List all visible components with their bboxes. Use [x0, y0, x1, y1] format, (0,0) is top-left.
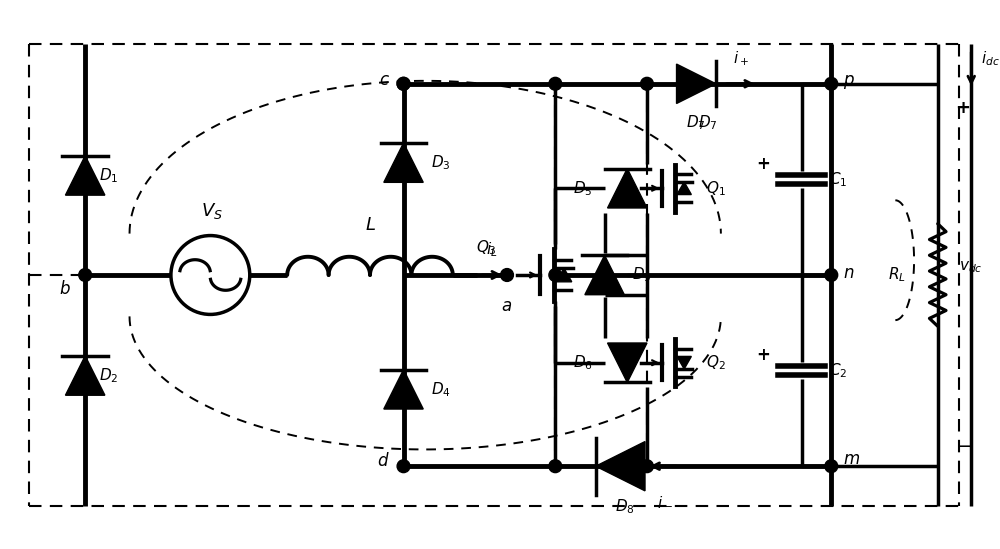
Polygon shape [677, 356, 691, 369]
Text: $n$: $n$ [843, 264, 855, 282]
Text: $D_6$: $D_6$ [573, 354, 593, 372]
Text: $Q_3$: $Q_3$ [476, 238, 496, 257]
Text: $D_1$: $D_1$ [99, 166, 118, 185]
Circle shape [549, 268, 562, 282]
Polygon shape [608, 169, 647, 208]
Text: $D_3$: $D_3$ [431, 153, 451, 172]
Text: +: + [756, 155, 770, 173]
Polygon shape [585, 255, 624, 295]
Text: $D_4$: $D_4$ [431, 380, 451, 399]
Text: $v_{dc}$: $v_{dc}$ [959, 259, 983, 275]
Circle shape [825, 268, 838, 282]
Text: $D_8$: $D_8$ [615, 498, 635, 517]
Text: $D_5$: $D_5$ [573, 179, 593, 198]
Polygon shape [608, 343, 647, 383]
Text: $b$: $b$ [59, 280, 70, 298]
Circle shape [641, 460, 653, 473]
Circle shape [501, 268, 513, 282]
Text: $d$: $d$ [377, 452, 390, 470]
Text: $i_-$: $i_-$ [657, 494, 673, 509]
Polygon shape [596, 441, 645, 491]
Circle shape [397, 77, 410, 90]
Polygon shape [384, 143, 423, 182]
Text: $Q_1$: $Q_1$ [706, 179, 726, 198]
Circle shape [825, 77, 838, 90]
Text: $L$: $L$ [365, 216, 375, 233]
Circle shape [641, 77, 653, 90]
Circle shape [549, 460, 562, 473]
Polygon shape [65, 356, 105, 395]
Text: $i_+$: $i_+$ [733, 49, 749, 68]
Text: $i_L$: $i_L$ [486, 240, 498, 259]
Circle shape [825, 460, 838, 473]
Text: $D_7$: $D_7$ [686, 113, 706, 132]
Polygon shape [556, 268, 572, 282]
Text: $Q_2$: $Q_2$ [706, 354, 726, 372]
Polygon shape [65, 156, 105, 195]
Text: $C_1$: $C_1$ [829, 170, 848, 189]
Polygon shape [384, 369, 423, 409]
Circle shape [397, 460, 410, 473]
Polygon shape [677, 64, 716, 104]
Text: $a$: $a$ [501, 296, 513, 315]
Text: $c$: $c$ [379, 71, 390, 89]
Text: $m$: $m$ [843, 450, 860, 468]
Text: +: + [955, 99, 970, 117]
Circle shape [79, 268, 92, 282]
Text: +: + [756, 346, 770, 364]
Text: $D_7$: $D_7$ [698, 113, 718, 132]
Circle shape [549, 77, 562, 90]
Text: $C_2$: $C_2$ [829, 361, 848, 380]
Text: $D_2$: $D_2$ [99, 366, 118, 385]
Polygon shape [677, 182, 691, 194]
Text: $-$: $-$ [955, 435, 972, 454]
Text: $V_S$: $V_S$ [201, 201, 223, 221]
Text: $R_L$: $R_L$ [888, 266, 906, 284]
Text: $D_9$: $D_9$ [632, 266, 652, 284]
Text: $p$: $p$ [843, 73, 855, 91]
Circle shape [397, 77, 410, 90]
Text: $i_{dc}$: $i_{dc}$ [981, 50, 1000, 69]
